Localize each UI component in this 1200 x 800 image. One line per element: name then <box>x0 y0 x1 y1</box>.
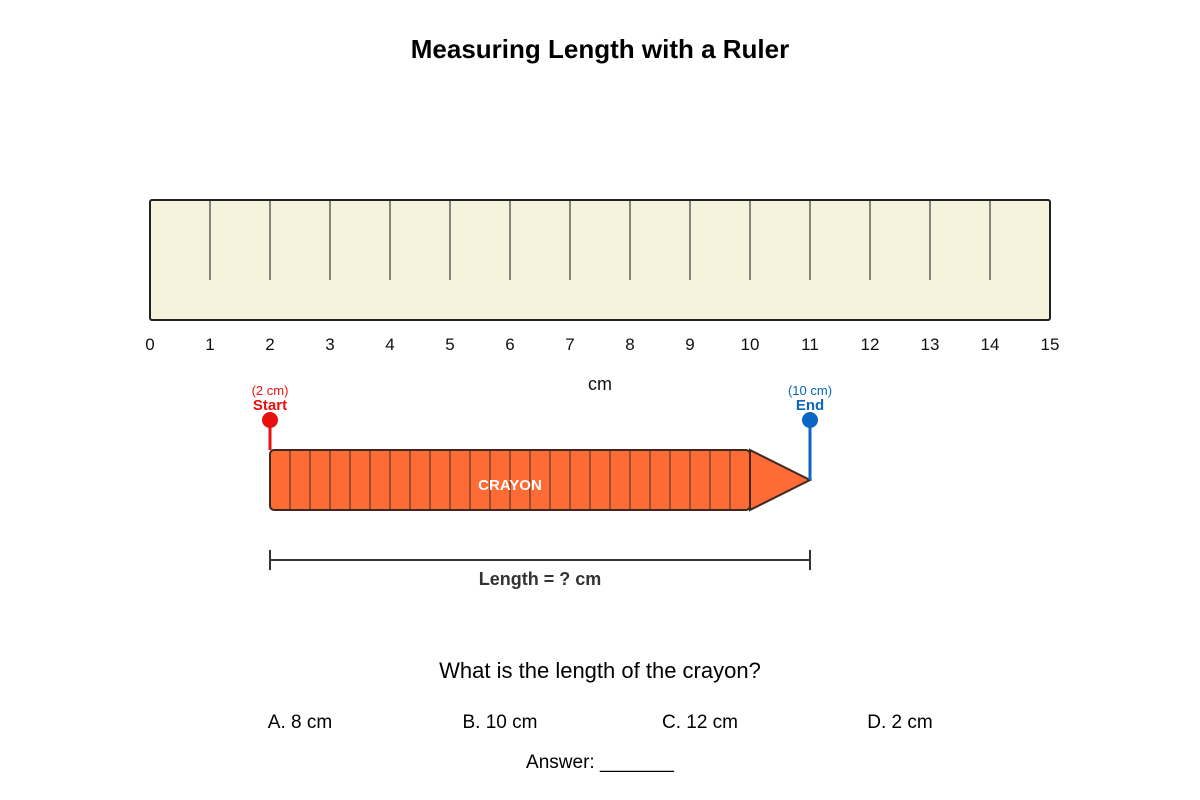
option-a[interactable]: A. 8 cm <box>267 712 333 733</box>
tick-label-8: 8 <box>625 335 634 354</box>
markers: (2 cm)Start (10 cm)End <box>252 383 832 480</box>
crayon-tip <box>749 448 813 512</box>
ruler-body <box>149 199 1051 321</box>
tick-label-6: 6 <box>505 335 514 354</box>
ruler-unit-label: cm <box>588 374 612 394</box>
crayon-label: CRAYON <box>478 477 542 494</box>
tick-label-10: 10 <box>741 335 760 354</box>
option-b[interactable]: B. 10 cm <box>462 712 538 733</box>
length-label: Length = ? cm <box>479 569 602 589</box>
answer-line: Answer: _______ <box>526 752 674 773</box>
tick-label-4: 4 <box>385 335 394 354</box>
end-marker-label: End <box>796 397 824 414</box>
tick-label-15: 15 <box>1041 335 1060 354</box>
tick-label-12: 12 <box>861 335 880 354</box>
end-marker-dot <box>802 412 818 428</box>
tick-label-3: 3 <box>325 335 334 354</box>
length-bracket: Length = ? cm <box>269 550 811 589</box>
option-d[interactable]: D. 2 cm <box>867 712 933 733</box>
tick-label-1: 1 <box>205 335 214 354</box>
option-c[interactable]: C. 12 cm <box>661 712 739 733</box>
page-title: Measuring Length with a Ruler <box>410 34 790 64</box>
tick-label-5: 5 <box>445 335 454 354</box>
end-marker-note: (10 cm) <box>788 383 832 398</box>
tick-label-14: 14 <box>981 335 1000 354</box>
crayon: CRAYON <box>269 448 813 512</box>
tick-label-0: 0 <box>145 335 154 354</box>
tick-label-2: 2 <box>265 335 274 354</box>
tick-label-9: 9 <box>685 335 694 354</box>
question-text: What is the length of the crayon? <box>439 658 761 683</box>
start-marker-label: Start <box>253 397 287 414</box>
tick-label-7: 7 <box>565 335 574 354</box>
start-marker-note: (2 cm) <box>252 383 289 398</box>
tick-label-13: 13 <box>921 335 940 354</box>
start-marker-dot <box>262 412 278 428</box>
tick-label-11: 11 <box>801 335 819 354</box>
